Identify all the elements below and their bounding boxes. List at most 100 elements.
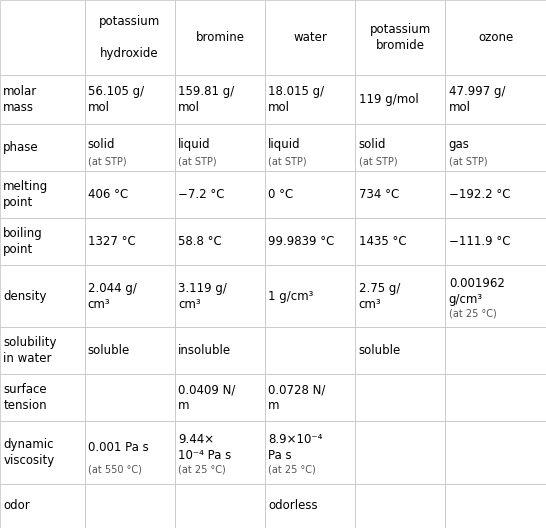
Bar — [0, 484, 85, 528]
Bar — [85, 75, 175, 125]
Bar — [85, 0, 175, 75]
Text: 0.0409 N/
m: 0.0409 N/ m — [178, 383, 235, 412]
Text: −192.2 °C: −192.2 °C — [449, 188, 511, 201]
Text: odor: odor — [3, 499, 30, 512]
Bar — [175, 75, 265, 125]
Text: (at 25 °C): (at 25 °C) — [268, 465, 316, 475]
Text: 406 °C: 406 °C — [88, 188, 128, 201]
Bar — [0, 421, 85, 484]
Text: 9.44×
10⁻⁴ Pa s: 9.44× 10⁻⁴ Pa s — [178, 433, 232, 462]
Bar — [355, 265, 446, 327]
Text: molar
mass: molar mass — [3, 85, 38, 114]
Text: (at 25 °C): (at 25 °C) — [449, 309, 496, 319]
Text: 734 °C: 734 °C — [359, 188, 399, 201]
Text: 2.044 g/
cm³: 2.044 g/ cm³ — [88, 282, 136, 311]
Text: 56.105 g/
mol: 56.105 g/ mol — [88, 85, 144, 114]
Text: soluble: soluble — [359, 344, 401, 357]
Text: (at STP): (at STP) — [88, 156, 127, 166]
Text: 8.9×10⁻⁴
Pa s: 8.9×10⁻⁴ Pa s — [268, 433, 323, 462]
Text: (at STP): (at STP) — [178, 156, 217, 166]
Text: 159.81 g/
mol: 159.81 g/ mol — [178, 85, 234, 114]
Text: 0.001 Pa s: 0.001 Pa s — [88, 441, 149, 454]
Bar — [85, 125, 175, 172]
Text: water: water — [293, 31, 327, 44]
Bar — [175, 0, 265, 75]
Bar — [85, 265, 175, 327]
Text: 3.119 g/
cm³: 3.119 g/ cm³ — [178, 282, 227, 311]
Text: 1327 °C: 1327 °C — [88, 235, 135, 248]
Bar — [355, 172, 446, 218]
Bar — [175, 265, 265, 327]
Text: 1 g/cm³: 1 g/cm³ — [268, 290, 313, 303]
Bar — [355, 218, 446, 265]
Text: solubility
in water: solubility in water — [3, 336, 57, 365]
Text: 0.0728 N/
m: 0.0728 N/ m — [268, 383, 325, 412]
Bar — [265, 484, 355, 528]
Bar — [85, 374, 175, 421]
Text: 47.997 g/
mol: 47.997 g/ mol — [449, 85, 505, 114]
Text: 99.9839 °C: 99.9839 °C — [268, 235, 335, 248]
Text: liquid: liquid — [268, 138, 301, 150]
Bar — [85, 421, 175, 484]
Bar — [85, 484, 175, 528]
Bar — [175, 421, 265, 484]
Text: 0 °C: 0 °C — [268, 188, 294, 201]
Text: liquid: liquid — [178, 138, 211, 150]
Text: potassium

hydroxide: potassium hydroxide — [99, 15, 161, 60]
Bar — [175, 218, 265, 265]
Bar — [265, 265, 355, 327]
Bar — [0, 172, 85, 218]
Bar — [355, 421, 446, 484]
Bar — [265, 172, 355, 218]
Bar — [446, 484, 546, 528]
Bar — [175, 172, 265, 218]
Bar — [355, 327, 446, 374]
Text: soluble: soluble — [88, 344, 130, 357]
Bar — [446, 0, 546, 75]
Text: (at STP): (at STP) — [268, 156, 307, 166]
Text: gas: gas — [449, 138, 470, 150]
Bar — [265, 327, 355, 374]
Bar — [85, 327, 175, 374]
Bar — [0, 265, 85, 327]
Bar — [355, 484, 446, 528]
Bar — [355, 0, 446, 75]
Bar — [0, 374, 85, 421]
Text: (at STP): (at STP) — [359, 156, 397, 166]
Text: potassium
bromide: potassium bromide — [370, 23, 431, 52]
Bar — [0, 75, 85, 125]
Bar — [446, 172, 546, 218]
Bar — [355, 374, 446, 421]
Text: (at 25 °C): (at 25 °C) — [178, 465, 226, 475]
Bar — [446, 327, 546, 374]
Text: 1435 °C: 1435 °C — [359, 235, 406, 248]
Text: (at STP): (at STP) — [449, 156, 488, 166]
Text: 119 g/mol: 119 g/mol — [359, 93, 418, 106]
Bar — [85, 218, 175, 265]
Bar — [0, 125, 85, 172]
Bar — [175, 327, 265, 374]
Text: bromine: bromine — [195, 31, 245, 44]
Bar — [265, 421, 355, 484]
Bar — [265, 0, 355, 75]
Text: ozone: ozone — [478, 31, 513, 44]
Text: −7.2 °C: −7.2 °C — [178, 188, 224, 201]
Text: density: density — [3, 290, 47, 303]
Bar — [175, 484, 265, 528]
Bar — [0, 0, 85, 75]
Bar — [265, 125, 355, 172]
Bar — [355, 75, 446, 125]
Text: 58.8 °C: 58.8 °C — [178, 235, 222, 248]
Text: surface
tension: surface tension — [3, 383, 47, 412]
Bar — [175, 374, 265, 421]
Bar — [265, 75, 355, 125]
Text: dynamic
viscosity: dynamic viscosity — [3, 438, 55, 467]
Bar — [175, 125, 265, 172]
Bar — [0, 218, 85, 265]
Bar — [265, 218, 355, 265]
Bar — [446, 125, 546, 172]
Text: insoluble: insoluble — [178, 344, 231, 357]
Text: −111.9 °C: −111.9 °C — [449, 235, 511, 248]
Text: melting
point: melting point — [3, 181, 49, 209]
Bar — [446, 421, 546, 484]
